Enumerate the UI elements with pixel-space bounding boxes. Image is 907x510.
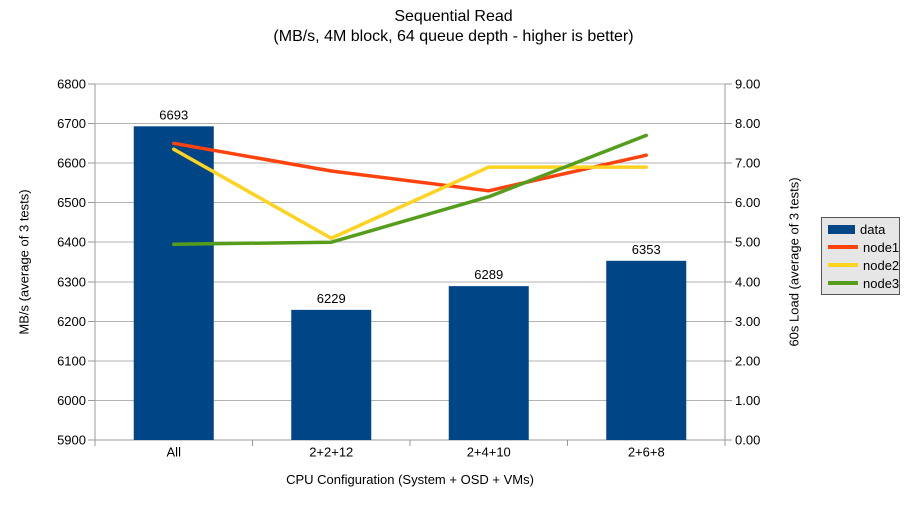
right-axis-tick-label: 0.00 [735, 433, 760, 448]
bar-value-label: 6289 [474, 267, 503, 282]
legend-label: data [860, 221, 886, 237]
left-axis-tick-label: 6100 [57, 353, 86, 368]
right-axis-tick-label: 8.00 [735, 116, 760, 131]
right-axis-tick-label: 4.00 [735, 274, 760, 289]
legend-swatch-node1 [828, 245, 858, 249]
bar-All [133, 126, 214, 440]
legend-swatch-data [828, 224, 855, 234]
left-axis-tick-label: 6300 [57, 274, 86, 289]
right-axis-title: 60s Load (average of 3 tests) [786, 177, 802, 347]
right-axis-tick-label: 5.00 [735, 235, 760, 250]
left-axis-title: MB/s (average of 3 tests) [16, 189, 32, 335]
right-axis-tick-label: 7.00 [735, 156, 760, 171]
bar-value-label: 6353 [632, 242, 661, 257]
right-axis-tick-label: 1.00 [735, 393, 760, 408]
left-axis-tick-label: 6600 [57, 156, 86, 171]
left-axis-tick-label: 6800 [57, 77, 86, 92]
chart-title: Sequential Read [394, 8, 513, 25]
legend-swatch-node2 [828, 263, 858, 267]
legend-item-node2: node2 [828, 258, 899, 273]
left-axis-tick-label: 6400 [57, 235, 86, 250]
legend: data node1 node2 node3 [821, 217, 900, 295]
left-axis-tick-label: 5900 [57, 433, 86, 448]
right-axis-tick-label: 6.00 [735, 195, 760, 210]
line-node1 [172, 141, 648, 193]
bar-value-label: 6693 [159, 107, 188, 122]
x-axis-category-label: 2+2+12 [309, 445, 353, 460]
chart-subtitle: (MB/s, 4M block, 64 queue depth - higher… [273, 28, 634, 45]
bar-value-label: 6229 [317, 291, 346, 306]
bar-2+2+12 [291, 309, 372, 440]
line-node3 [172, 133, 648, 246]
x-axis-category-label: 2+6+8 [628, 445, 665, 460]
x-axis-category-label: 2+4+10 [467, 445, 511, 460]
x-axis-title: CPU Configuration (System + OSD + VMs) [286, 472, 534, 487]
left-axis-tick-label: 6700 [57, 116, 86, 131]
right-axis-tick-label: 2.00 [735, 353, 760, 368]
legend-label: node3 [863, 275, 900, 291]
bar-2+4+10 [448, 286, 529, 440]
legend-item-node3: node3 [828, 276, 899, 291]
legend-item-data: data [828, 222, 893, 237]
left-axis-tick-label: 6200 [57, 314, 86, 329]
left-axis-tick-label: 6000 [57, 393, 86, 408]
x-axis-category-label: All [167, 445, 182, 460]
bar-2+6+8 [606, 260, 687, 440]
legend-label: node2 [863, 257, 900, 273]
legend-item-node1: node1 [828, 240, 899, 255]
left-axis-tick-label: 6500 [57, 195, 86, 210]
right-axis-tick-label: 3.00 [735, 314, 760, 329]
legend-label: node1 [863, 239, 900, 255]
right-axis-tick-label: 9.00 [735, 77, 760, 92]
legend-swatch-node3 [828, 281, 858, 285]
